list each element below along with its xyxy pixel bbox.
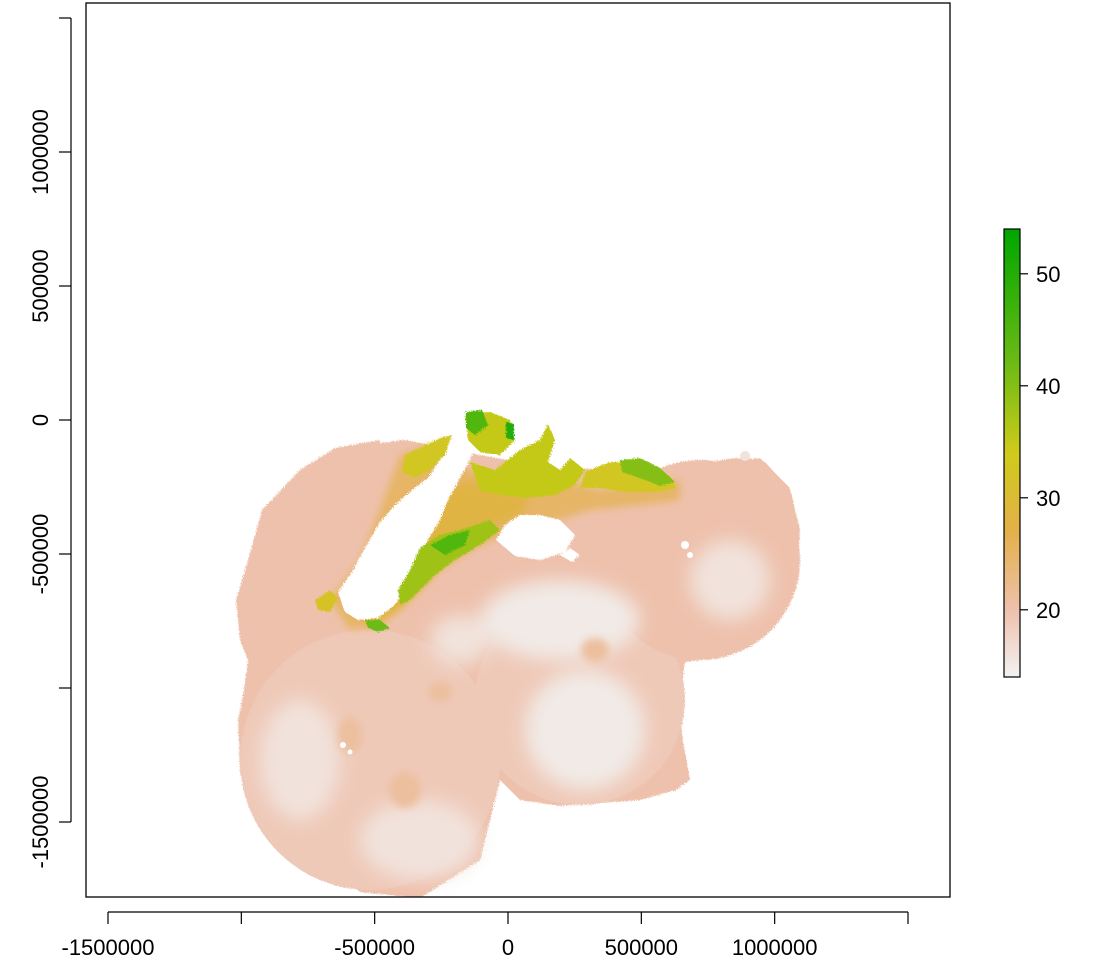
x-tick-label: -1500000 xyxy=(62,935,155,960)
x-tick-label: -500000 xyxy=(334,935,415,960)
y-tick-label: -500000 xyxy=(28,514,53,595)
y-tick-label: 0 xyxy=(28,414,53,426)
legend-tick-label: 20 xyxy=(1036,598,1060,623)
legend-tick-label: 50 xyxy=(1036,262,1060,287)
x-axis: -1500000 -500000 0 500000 1000000 xyxy=(62,911,909,960)
raster-layer xyxy=(236,410,800,897)
legend-tick-label: 30 xyxy=(1036,486,1060,511)
small-islands xyxy=(340,541,693,755)
x-tick-label: 0 xyxy=(502,935,514,960)
x-tick-label: 500000 xyxy=(605,935,678,960)
low-value-patches xyxy=(260,540,770,880)
ne-speck xyxy=(740,451,750,461)
y-tick-label: 500000 xyxy=(28,249,53,322)
high-value-bands xyxy=(315,410,676,632)
land-mass xyxy=(338,432,580,620)
legend-color-bar xyxy=(1003,228,1021,678)
plot-frame xyxy=(85,2,951,898)
y-tick-label: -1500000 xyxy=(28,776,53,869)
color-legend: 20 30 40 50 xyxy=(1003,228,1060,678)
legend-ticks: 20 30 40 50 xyxy=(1020,262,1060,623)
y-tick-label: 1000000 xyxy=(28,109,53,195)
legend-tick-label: 40 xyxy=(1036,374,1060,399)
x-tick-label: 1000000 xyxy=(732,935,818,960)
y-axis: -1500000 -500000 0 500000 1000000 xyxy=(28,17,72,869)
